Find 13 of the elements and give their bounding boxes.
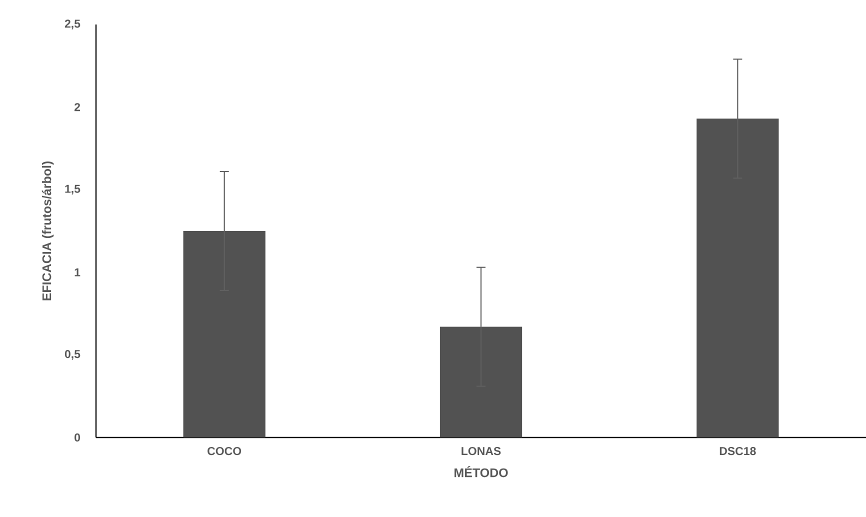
x-tick-label: LONAS bbox=[462, 447, 501, 456]
y-tick-label: 0,5 bbox=[64, 350, 80, 360]
y-tick-label: 1,5 bbox=[65, 184, 80, 195]
y-tick-label: 2 bbox=[74, 103, 80, 112]
x-tick-label: COCO bbox=[208, 447, 242, 456]
bar bbox=[183, 230, 266, 438]
y-tick-label: 0 bbox=[74, 433, 80, 442]
y-axis-title: EFICACIA (frutos/árbol) bbox=[42, 161, 54, 300]
bar bbox=[696, 118, 779, 438]
y-tick-label: 2,5 bbox=[64, 20, 80, 30]
x-axis-title: MÉTODO bbox=[454, 466, 508, 478]
y-tick-label: 1 bbox=[74, 268, 80, 276]
x-tick-label: DSC18 bbox=[720, 447, 756, 456]
